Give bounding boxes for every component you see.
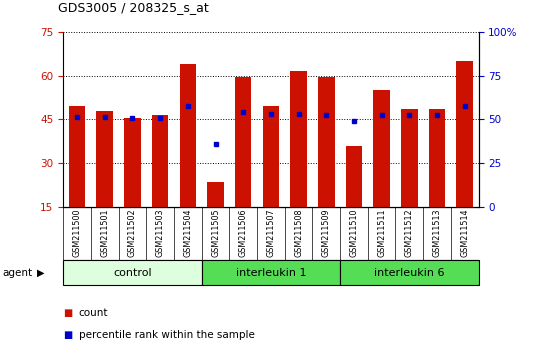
- Text: interleukin 1: interleukin 1: [235, 268, 306, 278]
- Text: count: count: [79, 308, 108, 318]
- Bar: [262, 106, 279, 207]
- Text: GSM211513: GSM211513: [432, 209, 442, 257]
- Text: GDS3005 / 208325_s_at: GDS3005 / 208325_s_at: [58, 1, 208, 14]
- Text: GSM211504: GSM211504: [183, 209, 192, 257]
- Bar: [235, 77, 251, 207]
- Text: percentile rank within the sample: percentile rank within the sample: [79, 330, 255, 339]
- Bar: [290, 71, 307, 207]
- Text: GSM211507: GSM211507: [266, 209, 276, 257]
- Bar: [345, 146, 362, 207]
- Text: GSM211508: GSM211508: [294, 209, 303, 257]
- Bar: [318, 77, 334, 207]
- Text: GSM211502: GSM211502: [128, 209, 137, 257]
- Text: ■: ■: [63, 308, 73, 318]
- Bar: [373, 90, 390, 207]
- Text: ■: ■: [63, 330, 73, 339]
- Text: interleukin 6: interleukin 6: [374, 268, 444, 278]
- Text: GSM211503: GSM211503: [156, 209, 164, 257]
- Bar: [207, 182, 224, 207]
- Text: control: control: [113, 268, 152, 278]
- Text: ▶: ▶: [37, 268, 45, 278]
- Bar: [69, 106, 85, 207]
- Bar: [428, 109, 446, 207]
- Text: agent: agent: [3, 268, 33, 278]
- Text: GSM211505: GSM211505: [211, 209, 220, 257]
- Text: GSM211511: GSM211511: [377, 209, 386, 257]
- Text: GSM211500: GSM211500: [73, 209, 81, 257]
- Bar: [96, 111, 113, 207]
- Bar: [340, 260, 478, 285]
- Text: GSM211509: GSM211509: [322, 209, 331, 257]
- Bar: [401, 109, 417, 207]
- Bar: [179, 64, 196, 207]
- Text: GSM211501: GSM211501: [100, 209, 109, 257]
- Bar: [152, 115, 168, 207]
- Bar: [202, 260, 340, 285]
- Text: GSM211506: GSM211506: [239, 209, 248, 257]
- Bar: [124, 118, 141, 207]
- Text: GSM211514: GSM211514: [460, 209, 469, 257]
- Text: GSM211510: GSM211510: [349, 209, 359, 257]
- Bar: [63, 260, 202, 285]
- Text: GSM211512: GSM211512: [405, 209, 414, 257]
- Bar: [456, 61, 473, 207]
